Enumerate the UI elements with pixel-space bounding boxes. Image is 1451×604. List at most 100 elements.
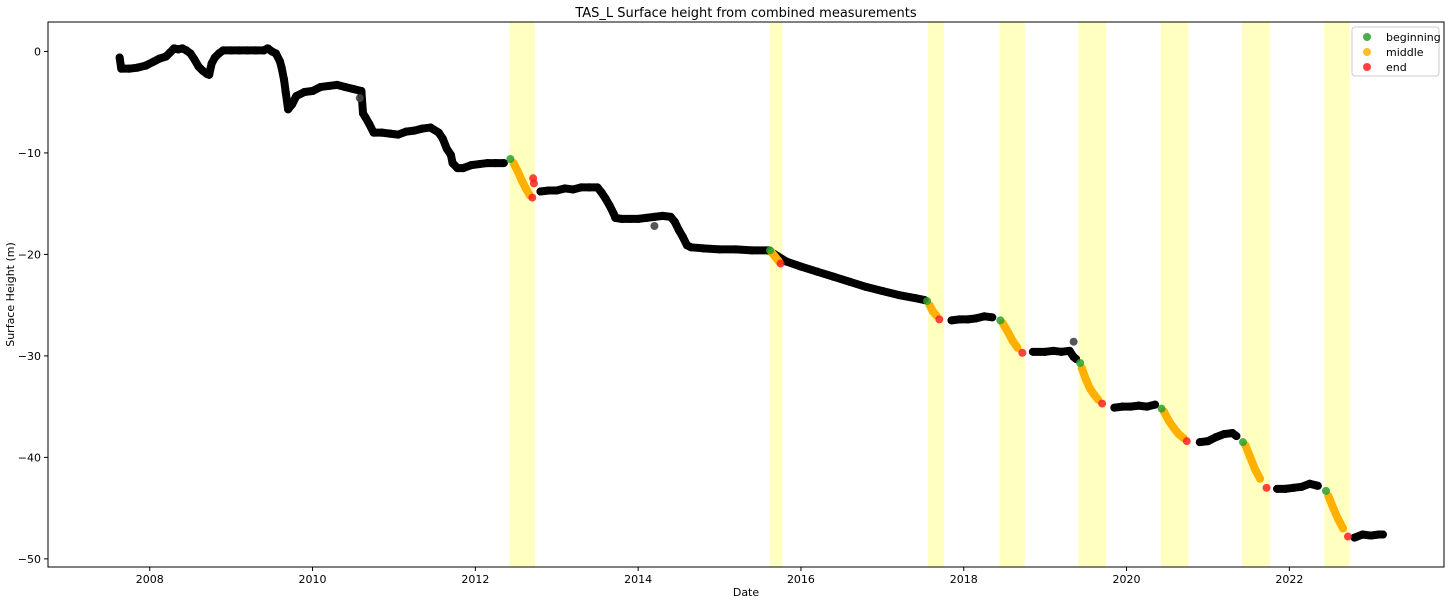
middle-point (1169, 423, 1178, 432)
middle-point (1339, 524, 1348, 533)
background-point (560, 184, 569, 193)
legend-marker-middle (1363, 48, 1371, 56)
highlight-band (509, 22, 535, 567)
background-point (605, 201, 614, 210)
background-point (394, 130, 403, 139)
background-point (349, 84, 358, 93)
background-point (829, 272, 838, 281)
y-tick-label: −20 (18, 248, 41, 261)
y-tick-label: −50 (18, 553, 41, 566)
x-tick-label: 2008 (136, 573, 164, 586)
chart-title: TAS_L Surface height from combined measu… (574, 6, 917, 21)
beginning-point (1076, 359, 1085, 368)
background-point (235, 46, 244, 55)
beginning-point (996, 316, 1005, 325)
background-point (862, 282, 871, 291)
background-point (1350, 533, 1359, 542)
background-point (133, 63, 142, 72)
background-point (1126, 402, 1135, 411)
x-tick-label: 2020 (1113, 573, 1141, 586)
legend-marker-beginning (1363, 33, 1371, 41)
background-point (418, 124, 427, 133)
legend-label-beginning: beginning (1386, 31, 1441, 44)
background-point (365, 120, 374, 129)
background-point (1232, 432, 1241, 441)
background-point (467, 161, 476, 170)
beginning-point (1238, 438, 1247, 447)
middle-point (521, 184, 530, 193)
background-point (1289, 483, 1298, 492)
background-point (448, 159, 457, 168)
background-point (687, 243, 696, 252)
y-tick-label: −40 (18, 451, 41, 464)
background-point (674, 226, 683, 235)
end-point (1343, 532, 1352, 541)
background-point (155, 54, 164, 63)
background-point (650, 212, 659, 221)
background-point (971, 314, 980, 323)
end-point (1182, 437, 1191, 446)
x-tick-label: 2012 (461, 573, 489, 586)
background-point (585, 183, 594, 192)
background-point (190, 55, 199, 64)
y-tick-label: −30 (18, 350, 41, 363)
background-point (1134, 401, 1143, 410)
x-tick-label: 2018 (950, 573, 978, 586)
middle-point (517, 176, 526, 185)
highlight-band (1078, 22, 1107, 567)
background-point (577, 183, 586, 192)
background-point (748, 246, 757, 255)
background-point (536, 187, 545, 196)
background-point (1305, 479, 1314, 488)
background-point (988, 313, 997, 322)
background-point (341, 82, 350, 91)
end-point (1262, 483, 1271, 492)
background-point (410, 126, 419, 135)
legend-label-end: end (1386, 61, 1407, 74)
background-point (308, 87, 317, 96)
background-point (115, 53, 124, 62)
beginning-point (923, 297, 932, 306)
background-point (715, 245, 724, 254)
background-point (271, 49, 280, 58)
background-point (1358, 530, 1367, 539)
y-axis-label: Surface Height (m) (4, 242, 17, 347)
middle-point (1251, 465, 1260, 474)
background-point (1378, 530, 1387, 539)
background-point (601, 194, 610, 203)
background-point (446, 150, 455, 159)
background-point (438, 134, 447, 143)
highlight-band (999, 22, 1025, 567)
middle-point (1334, 515, 1343, 524)
background-point (1220, 430, 1229, 439)
background-point (894, 291, 903, 300)
background-point (491, 159, 500, 168)
outlier-point (650, 221, 659, 230)
beginning-point (766, 246, 775, 255)
background-point (1028, 347, 1037, 356)
background-point (324, 81, 333, 90)
x-tick-label: 2016 (787, 573, 815, 586)
background-point (1057, 347, 1066, 356)
background-point (377, 128, 386, 137)
background-point (569, 185, 578, 194)
background-point (288, 100, 297, 109)
background-point (796, 262, 805, 271)
outlier-point (1069, 337, 1078, 346)
background-point (292, 92, 301, 101)
middle-point (1329, 504, 1338, 513)
end-point (1018, 348, 1027, 357)
background-point (1041, 347, 1050, 356)
background-point (117, 64, 126, 73)
background-point (369, 128, 378, 137)
background-point (878, 286, 887, 295)
highlight-band (1160, 22, 1189, 567)
background-point (813, 267, 822, 276)
highlight-band (927, 22, 945, 567)
background-point (426, 123, 435, 132)
background-point (219, 46, 228, 55)
background-point (1297, 482, 1306, 491)
middle-point (1013, 343, 1022, 352)
background-point (442, 144, 451, 153)
